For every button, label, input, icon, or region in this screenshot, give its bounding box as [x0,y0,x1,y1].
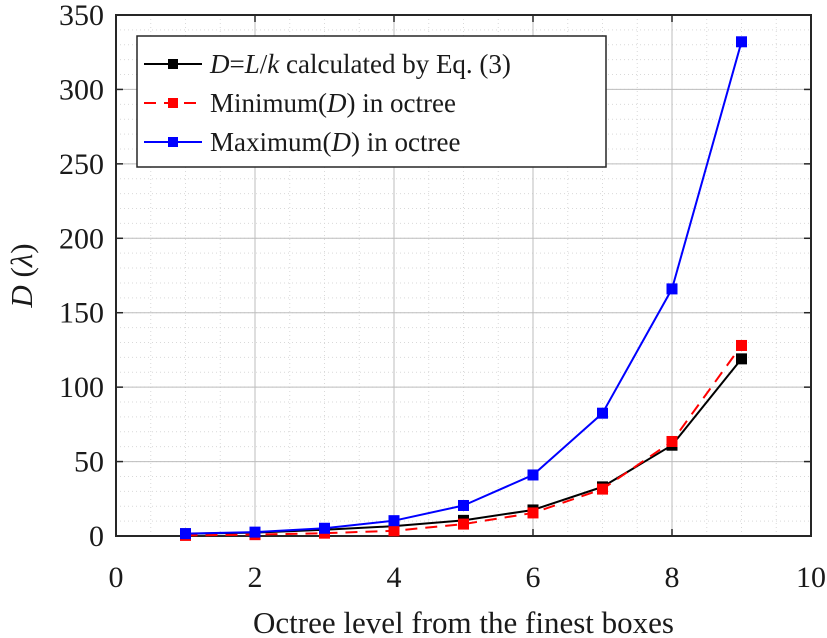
y-tick-label: 100 [59,371,104,404]
series-1-point [458,518,469,530]
series-1-point [597,483,608,495]
legend-label-0-part-f: calculated by Eq. (3) [279,49,511,79]
series-1-point [388,525,400,537]
series-2-point [736,36,747,48]
x-tick-label: 2 [248,561,263,594]
y-tick-label: 350 [59,0,104,32]
series-1-point [666,435,678,447]
legend-label-0-part-e: k [267,49,280,79]
legend-swatch-marker-0 [168,59,178,69]
series-0-point [736,353,747,365]
x-tick-label: 10 [796,561,826,594]
series-1-point [736,339,747,351]
series-2-point [388,515,400,527]
y-tick-label: 250 [59,148,104,181]
legend-label-2-part-c: ) in octree [351,127,460,157]
y-axis-label-open: ( [4,267,39,285]
series-2-point [458,499,469,511]
legend-label-0: D=L/k calculated by Eq. (3) [209,49,511,79]
y-axis-label: D (λ) [4,243,39,308]
y-axis-label-close: ) [4,243,39,253]
legend-swatch-marker-2 [168,137,178,147]
x-axis-label: Octree level from the finest boxes [253,605,674,638]
x-tick-label: 0 [109,561,124,594]
x-tick-label: 8 [665,561,680,594]
y-axis-label-symbol: D [4,285,39,308]
legend-label-0-part-c: L [244,49,260,79]
series-2-point [180,528,191,540]
y-tick-label: 300 [59,73,104,106]
legend-label-2: Maximum(D) in octree [210,127,460,157]
series-group [180,36,747,541]
series-2-point [666,283,678,295]
y-axis-label-unit: λ [4,254,39,268]
series-1-point [527,507,539,519]
y-tick-label: 0 [89,520,104,553]
legend-box [136,35,607,168]
series-2-point [527,469,539,481]
series-2-point [249,526,261,538]
series-2-point [319,522,330,534]
plot-area-frame [115,14,812,537]
y-tick-label: 150 [59,297,104,330]
legend-label-2-part-a: Maximum( [210,127,332,157]
legend-label-1-part-b: D [326,88,347,118]
legend-swatch-marker-1 [168,98,178,108]
legend-label-1-part-a: Minimum( [210,88,327,118]
y-tick-label: 200 [59,222,104,255]
series-2-point [597,407,608,419]
legend-label-1-part-c: ) in octree [347,88,456,118]
legend: D=L/k calculated by Eq. (3) Minimum(D) i… [136,35,607,168]
legend-label-0-part-a: D [209,49,230,79]
legend-label-2-part-b: D [331,127,352,157]
legend-label-1: Minimum(D) in octree [210,88,456,118]
legend-label-0-part-d: / [260,49,268,79]
x-tick-label: 6 [526,561,541,594]
legend-label-0-part-b: = [230,49,245,79]
y-tick-label: 50 [74,446,104,479]
x-tick-label: 4 [387,561,402,594]
